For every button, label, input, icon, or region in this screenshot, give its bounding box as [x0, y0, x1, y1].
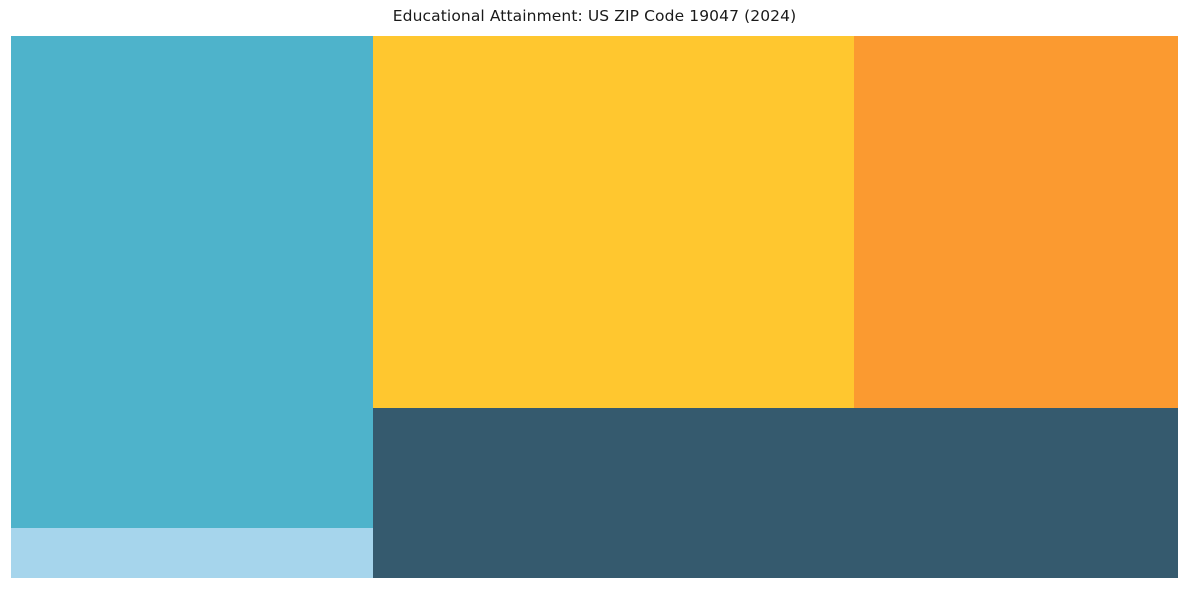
treemap-plot-area: Some college or associate's degree Bache… [11, 36, 1178, 578]
chart-title: Educational Attainment: US ZIP Code 1904… [392, 7, 797, 25]
treemap-tile-graduate-degree[interactable]: Graduate or professional degree [854, 36, 1178, 408]
treemap-tile-high-school-graduate[interactable]: High school graduate (includes equivalen… [373, 408, 1178, 578]
treemap-tile-less-than-high-school[interactable]: Less than high school diploma [11, 528, 373, 578]
treemap-tile-some-college[interactable]: Some college or associate's degree [11, 36, 373, 528]
treemap-tile-bachelors-degree[interactable]: Bachelor's degree [373, 36, 854, 408]
